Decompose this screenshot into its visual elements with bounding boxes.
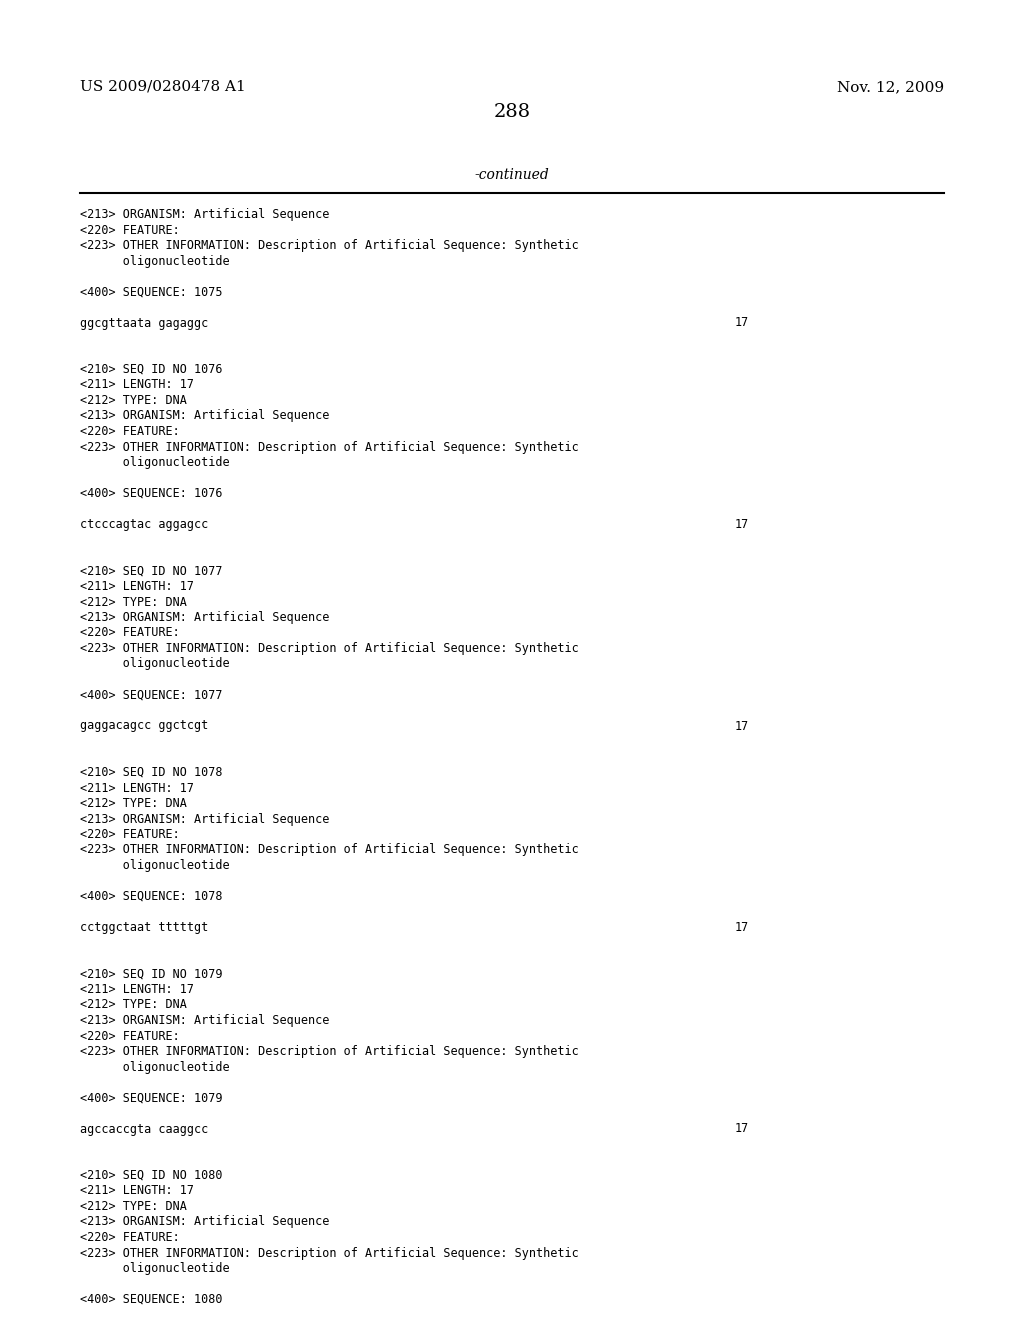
Text: <400> SEQUENCE: 1075: <400> SEQUENCE: 1075 bbox=[80, 285, 222, 298]
Text: <213> ORGANISM: Artificial Sequence: <213> ORGANISM: Artificial Sequence bbox=[80, 813, 330, 825]
Text: -continued: -continued bbox=[475, 168, 549, 182]
Text: <213> ORGANISM: Artificial Sequence: <213> ORGANISM: Artificial Sequence bbox=[80, 209, 330, 220]
Text: 17: 17 bbox=[735, 317, 750, 330]
Text: <212> TYPE: DNA: <212> TYPE: DNA bbox=[80, 595, 186, 609]
Text: <220> FEATURE:: <220> FEATURE: bbox=[80, 425, 180, 438]
Text: <210> SEQ ID NO 1076: <210> SEQ ID NO 1076 bbox=[80, 363, 222, 376]
Text: <400> SEQUENCE: 1076: <400> SEQUENCE: 1076 bbox=[80, 487, 222, 500]
Text: 288: 288 bbox=[494, 103, 530, 121]
Text: <400> SEQUENCE: 1077: <400> SEQUENCE: 1077 bbox=[80, 689, 222, 701]
Text: <211> LENGTH: 17: <211> LENGTH: 17 bbox=[80, 579, 194, 593]
Text: oligonucleotide: oligonucleotide bbox=[80, 859, 229, 873]
Text: <220> FEATURE:: <220> FEATURE: bbox=[80, 1232, 180, 1243]
Text: agccaccgta caaggcc: agccaccgta caaggcc bbox=[80, 1122, 208, 1135]
Text: <220> FEATURE:: <220> FEATURE: bbox=[80, 1030, 180, 1043]
Text: 17: 17 bbox=[735, 517, 750, 531]
Text: <212> TYPE: DNA: <212> TYPE: DNA bbox=[80, 797, 186, 810]
Text: <210> SEQ ID NO 1079: <210> SEQ ID NO 1079 bbox=[80, 968, 222, 981]
Text: oligonucleotide: oligonucleotide bbox=[80, 455, 229, 469]
Text: <211> LENGTH: 17: <211> LENGTH: 17 bbox=[80, 1184, 194, 1197]
Text: <210> SEQ ID NO 1077: <210> SEQ ID NO 1077 bbox=[80, 565, 222, 578]
Text: 17: 17 bbox=[735, 921, 750, 935]
Text: <213> ORGANISM: Artificial Sequence: <213> ORGANISM: Artificial Sequence bbox=[80, 611, 330, 624]
Text: <220> FEATURE:: <220> FEATURE: bbox=[80, 627, 180, 639]
Text: oligonucleotide: oligonucleotide bbox=[80, 1262, 229, 1275]
Text: 17: 17 bbox=[735, 1122, 750, 1135]
Text: <213> ORGANISM: Artificial Sequence: <213> ORGANISM: Artificial Sequence bbox=[80, 1014, 330, 1027]
Text: <223> OTHER INFORMATION: Description of Artificial Sequence: Synthetic: <223> OTHER INFORMATION: Description of … bbox=[80, 441, 579, 454]
Text: <212> TYPE: DNA: <212> TYPE: DNA bbox=[80, 393, 186, 407]
Text: <400> SEQUENCE: 1080: <400> SEQUENCE: 1080 bbox=[80, 1294, 222, 1305]
Text: oligonucleotide: oligonucleotide bbox=[80, 255, 229, 268]
Text: <220> FEATURE:: <220> FEATURE: bbox=[80, 828, 180, 841]
Text: <210> SEQ ID NO 1080: <210> SEQ ID NO 1080 bbox=[80, 1170, 222, 1181]
Text: <211> LENGTH: 17: <211> LENGTH: 17 bbox=[80, 781, 194, 795]
Text: ggcgttaata gagaggc: ggcgttaata gagaggc bbox=[80, 317, 208, 330]
Text: gaggacagcc ggctcgt: gaggacagcc ggctcgt bbox=[80, 719, 208, 733]
Text: 17: 17 bbox=[735, 719, 750, 733]
Text: <220> FEATURE:: <220> FEATURE: bbox=[80, 223, 180, 236]
Text: <211> LENGTH: 17: <211> LENGTH: 17 bbox=[80, 983, 194, 997]
Text: oligonucleotide: oligonucleotide bbox=[80, 657, 229, 671]
Text: oligonucleotide: oligonucleotide bbox=[80, 1060, 229, 1073]
Text: <211> LENGTH: 17: <211> LENGTH: 17 bbox=[80, 379, 194, 392]
Text: Nov. 12, 2009: Nov. 12, 2009 bbox=[837, 81, 944, 94]
Text: ctcccagtac aggagcc: ctcccagtac aggagcc bbox=[80, 517, 208, 531]
Text: <223> OTHER INFORMATION: Description of Artificial Sequence: Synthetic: <223> OTHER INFORMATION: Description of … bbox=[80, 1045, 579, 1059]
Text: <210> SEQ ID NO 1078: <210> SEQ ID NO 1078 bbox=[80, 766, 222, 779]
Text: <223> OTHER INFORMATION: Description of Artificial Sequence: Synthetic: <223> OTHER INFORMATION: Description of … bbox=[80, 642, 579, 655]
Text: <223> OTHER INFORMATION: Description of Artificial Sequence: Synthetic: <223> OTHER INFORMATION: Description of … bbox=[80, 843, 579, 857]
Text: <213> ORGANISM: Artificial Sequence: <213> ORGANISM: Artificial Sequence bbox=[80, 1216, 330, 1229]
Text: <223> OTHER INFORMATION: Description of Artificial Sequence: Synthetic: <223> OTHER INFORMATION: Description of … bbox=[80, 1246, 579, 1259]
Text: US 2009/0280478 A1: US 2009/0280478 A1 bbox=[80, 81, 246, 94]
Text: <213> ORGANISM: Artificial Sequence: <213> ORGANISM: Artificial Sequence bbox=[80, 409, 330, 422]
Text: <212> TYPE: DNA: <212> TYPE: DNA bbox=[80, 1200, 186, 1213]
Text: <223> OTHER INFORMATION: Description of Artificial Sequence: Synthetic: <223> OTHER INFORMATION: Description of … bbox=[80, 239, 579, 252]
Text: <400> SEQUENCE: 1078: <400> SEQUENCE: 1078 bbox=[80, 890, 222, 903]
Text: <400> SEQUENCE: 1079: <400> SEQUENCE: 1079 bbox=[80, 1092, 222, 1105]
Text: <212> TYPE: DNA: <212> TYPE: DNA bbox=[80, 998, 186, 1011]
Text: cctggctaat tttttgt: cctggctaat tttttgt bbox=[80, 921, 208, 935]
